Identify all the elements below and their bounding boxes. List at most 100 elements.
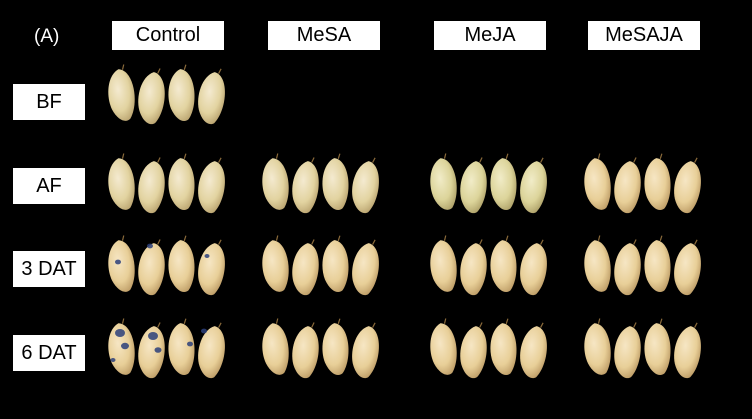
mango-stem (183, 153, 187, 159)
mango-fruit-r2-c0-2 (168, 240, 195, 292)
mango-fruit-r2-c3-2 (644, 240, 671, 292)
mango-stem (218, 157, 222, 163)
mango-stem (157, 68, 161, 74)
disease-spot (121, 342, 129, 350)
mango-stem (694, 239, 698, 245)
mango-stem (157, 157, 161, 163)
panel-label: (A) (34, 26, 60, 47)
mango-fruit-r2-c2-2 (490, 240, 517, 292)
mango-stem (659, 153, 663, 159)
mango-stem (121, 235, 125, 241)
mango-fruit-r1-c0-3 (198, 161, 225, 214)
mango-fruit-r0-c0-2 (168, 69, 195, 121)
row-label-bf: BF (13, 84, 85, 120)
disease-spot (204, 254, 210, 258)
mango-fruit-r3-c1-0 (262, 323, 289, 375)
disease-spot (110, 358, 116, 362)
mango-stem (443, 235, 447, 241)
mango-fruit-r3-c2-1 (460, 326, 487, 379)
mango-stem (372, 322, 376, 328)
mango-fruit-r2-c2-1 (460, 243, 487, 296)
mango-fruit-r2-c0-1 (138, 243, 165, 296)
mango-fruit-r3-c2-0 (430, 323, 457, 375)
mango-stem (443, 318, 447, 324)
disease-spot (115, 329, 125, 337)
mango-fruit-r3-c3-1 (614, 326, 641, 379)
mango-stem (540, 322, 544, 328)
mango-stem (311, 157, 315, 163)
mango-fruit-r2-c0-0 (108, 240, 135, 292)
mango-fruit-r3-c0-0 (108, 323, 135, 375)
mango-stem (337, 235, 341, 241)
mango-stem (311, 239, 315, 245)
mango-stem (337, 153, 341, 159)
disease-spot (115, 259, 121, 265)
mango-stem (505, 235, 509, 241)
mango-stem (597, 318, 601, 324)
mango-stem (443, 153, 447, 159)
mango-stem (218, 239, 222, 245)
mango-fruit-r1-c3-2 (644, 158, 671, 210)
mango-fruit-r1-c2-3 (520, 161, 547, 214)
mango-fruit-r0-c0-0 (108, 69, 135, 121)
mango-stem (694, 322, 698, 328)
mango-fruit-r2-c1-1 (292, 243, 319, 296)
mango-fruit-r3-c2-2 (490, 323, 517, 375)
mango-fruit-r3-c1-2 (322, 323, 349, 375)
mango-fruit-r3-c0-1 (138, 326, 165, 379)
mango-stem (121, 318, 125, 324)
mango-fruit-r2-c1-3 (352, 243, 379, 296)
mango-fruit-r2-c3-0 (584, 240, 611, 292)
mango-fruit-r3-c0-2 (168, 323, 195, 375)
mango-stem (540, 157, 544, 163)
mango-stem (505, 318, 509, 324)
mango-stem (479, 322, 483, 328)
column-header-mesaja: MeSAJA (588, 21, 700, 50)
mango-fruit-r3-c3-3 (674, 326, 701, 379)
mango-stem (183, 235, 187, 241)
mango-stem (633, 239, 637, 245)
mango-stem (121, 153, 125, 159)
mango-fruit-r1-c0-1 (138, 161, 165, 214)
mango-fruit-r2-c0-3 (198, 243, 225, 296)
mango-fruit-r1-c3-0 (584, 158, 611, 210)
mango-fruit-r3-c1-3 (352, 326, 379, 379)
mango-fruit-r2-c1-0 (262, 240, 289, 292)
mango-stem (157, 322, 161, 328)
mango-stem (479, 157, 483, 163)
mango-fruit-r3-c1-1 (292, 326, 319, 379)
mango-stem (659, 318, 663, 324)
mango-stem (597, 153, 601, 159)
row-label-6dat: 6 DAT (13, 335, 85, 371)
mango-fruit-r1-c1-3 (352, 161, 379, 214)
disease-spot (154, 347, 162, 353)
mango-stem (218, 322, 222, 328)
column-header-meja: MeJA (434, 21, 546, 50)
mango-stem (337, 318, 341, 324)
mango-fruit-r1-c2-1 (460, 161, 487, 214)
mango-fruit-r2-c3-3 (674, 243, 701, 296)
mango-fruit-r1-c2-2 (490, 158, 517, 210)
mango-fruit-r1-c0-2 (168, 158, 195, 210)
mango-fruit-r1-c1-0 (262, 158, 289, 210)
mango-stem (505, 153, 509, 159)
disease-spot (148, 332, 158, 340)
mango-fruit-r2-c3-1 (614, 243, 641, 296)
mango-stem (275, 318, 279, 324)
mango-stem (372, 239, 376, 245)
mango-stem (372, 157, 376, 163)
mango-stem (275, 235, 279, 241)
mango-fruit-r3-c2-3 (520, 326, 547, 379)
mango-fruit-r2-c1-2 (322, 240, 349, 292)
mango-fruit-r0-c0-1 (138, 72, 165, 125)
mango-fruit-r3-c0-3 (198, 326, 225, 379)
mango-fruit-r1-c3-1 (614, 161, 641, 214)
mango-fruit-r1-c1-2 (322, 158, 349, 210)
disease-spot (201, 328, 207, 334)
mango-stem (633, 157, 637, 163)
mango-stem (218, 68, 222, 74)
mango-stem (659, 235, 663, 241)
mango-fruit-r3-c3-0 (584, 323, 611, 375)
column-header-control: Control (112, 21, 224, 50)
